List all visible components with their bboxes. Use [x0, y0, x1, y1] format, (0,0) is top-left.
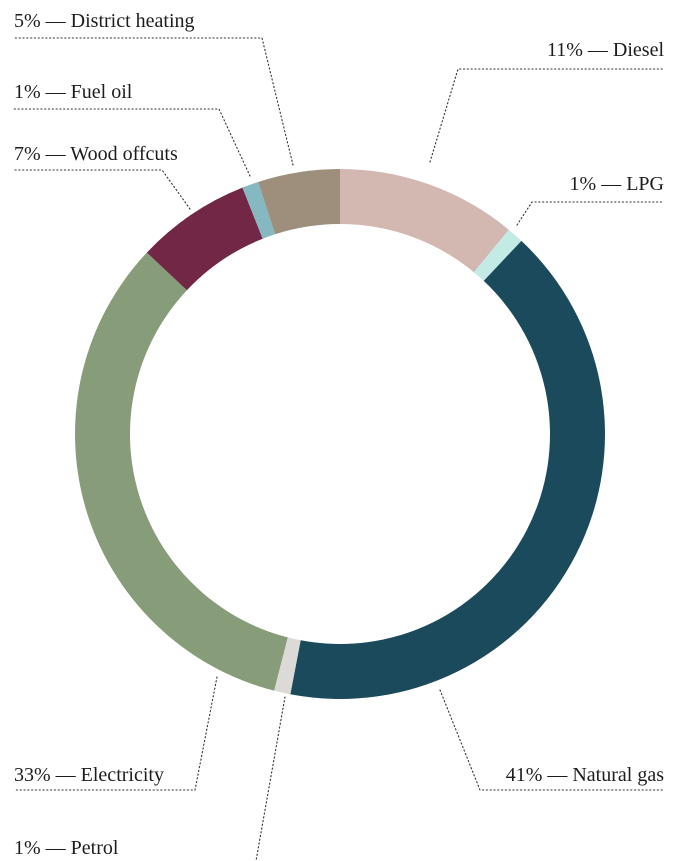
slice-label-district-heating: 5% — District heating — [14, 10, 195, 32]
slice-natural-gas — [290, 240, 605, 699]
slice-labels: 11% — Diesel 1% — LPG 41% — Natural gas 1% … — [14, 10, 664, 859]
leader-line-petrol — [255, 696, 286, 861]
slices — [74, 169, 605, 699]
slice-district-heating — [258, 169, 340, 235]
slice-label-petrol: 1% — Petrol — [14, 837, 119, 859]
slice-wood-offcuts — [146, 187, 263, 291]
slice-label-diesel: 11% — Diesel — [547, 39, 664, 61]
slice-label-wood-offcuts: 7% — Wood offcuts — [14, 143, 178, 165]
slice-electricity — [74, 252, 288, 691]
slice-label-natural-gas: 41% — Natural gas — [506, 764, 665, 786]
leader-line-fuel-oil — [13, 108, 251, 177]
slice-lpg — [473, 229, 522, 281]
leader-line-diesel — [429, 68, 665, 163]
slice-label-lpg: 1% — LPG — [570, 173, 664, 195]
slice-petrol — [274, 637, 301, 695]
leader-line-natural-gas — [439, 689, 665, 791]
slice-label-electricity: 33% — Electricity — [14, 764, 164, 786]
leader-line-district-heating — [13, 37, 294, 166]
slice-label-fuel-oil: 1% — Fuel oil — [14, 81, 133, 103]
slice-diesel — [340, 169, 509, 273]
slice-fuel-oil — [242, 181, 276, 239]
leader-lines — [13, 37, 665, 861]
leader-line-lpg — [516, 201, 665, 226]
leader-line-wood-offcuts — [13, 169, 191, 210]
leader-line-electricity — [13, 676, 218, 791]
